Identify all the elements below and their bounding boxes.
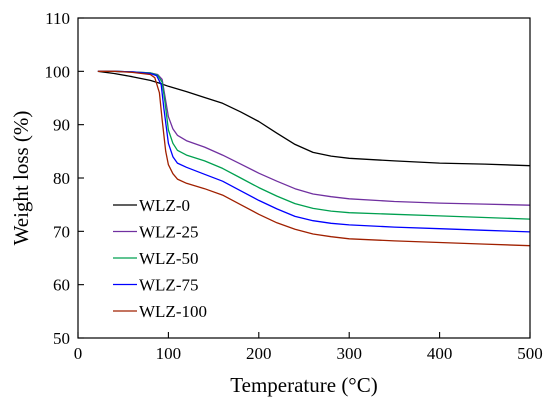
series-line-wlz-50	[97, 70, 531, 220]
legend-label: WLZ-25	[139, 223, 198, 242]
x-tick-label: 0	[74, 344, 83, 363]
y-axis-title: Weight loss (%)	[9, 111, 33, 246]
axis-tick-labels: 0 100 200 300 400 500 50 60 70 80 90 100 110	[45, 9, 543, 363]
legend-label: WLZ-0	[139, 196, 190, 215]
x-tick-label: 500	[517, 344, 543, 363]
plot-lines	[97, 70, 531, 247]
y-tick-label: 80	[53, 169, 70, 188]
y-tick-label: 100	[45, 62, 71, 81]
y-tick-label: 60	[53, 276, 70, 295]
legend: WLZ-0 WLZ-25 WLZ-50 WLZ-75 WLZ-100	[113, 196, 207, 321]
y-tick-label: 90	[53, 116, 70, 135]
legend-label: WLZ-75	[139, 276, 198, 295]
y-tick-label: 110	[45, 9, 70, 28]
x-tick-label: 400	[427, 344, 453, 363]
y-tick-label: 50	[53, 329, 70, 348]
x-axis-title: Temperature (°C)	[230, 373, 377, 397]
series-line-wlz-0	[97, 70, 531, 167]
y-tick-label: 70	[53, 222, 70, 241]
legend-label: WLZ-100	[139, 302, 207, 321]
series-line-wlz-100	[97, 70, 531, 247]
legend-label: WLZ-50	[139, 249, 198, 268]
x-tick-label: 200	[246, 344, 272, 363]
series-line-wlz-25	[97, 70, 531, 206]
series-line-wlz-75	[97, 70, 531, 233]
x-tick-label: 300	[336, 344, 362, 363]
x-tick-label: 100	[156, 344, 182, 363]
axis-ticks	[77, 17, 531, 339]
